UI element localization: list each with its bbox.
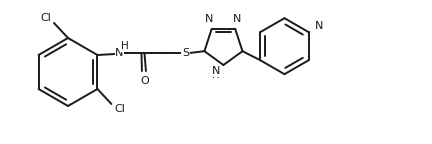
Text: N: N	[115, 48, 124, 58]
Text: N: N	[233, 14, 241, 24]
Text: N: N	[314, 21, 323, 31]
Text: N: N	[204, 14, 213, 24]
Text: Cl: Cl	[114, 104, 125, 114]
Text: S: S	[182, 48, 189, 58]
Text: H: H	[121, 41, 128, 51]
Text: H: H	[212, 70, 219, 80]
Text: Cl: Cl	[41, 13, 51, 23]
Text: N: N	[212, 66, 220, 76]
Text: O: O	[140, 76, 149, 86]
